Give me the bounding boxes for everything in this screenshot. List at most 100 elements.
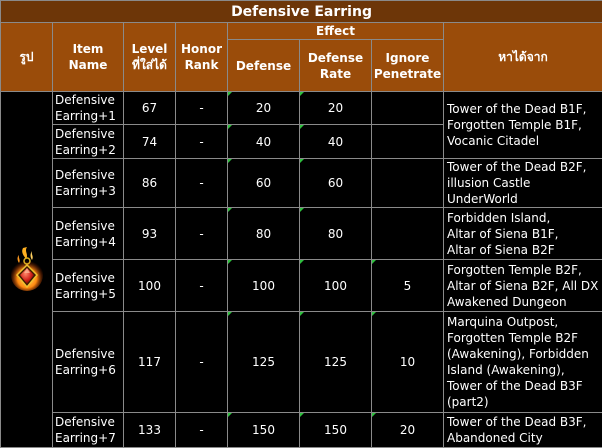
defense-rate-cell: 100 <box>300 260 372 312</box>
where-line: Forbidden Island, <box>447 210 602 226</box>
item-name-3: Defensive Earring+3 <box>53 159 124 208</box>
level-cell: 100 <box>124 260 176 312</box>
level-cell: 93 <box>124 208 176 260</box>
ignore-penetrate-cell <box>372 208 444 260</box>
item-name-1: Defensive Earring+1 <box>53 92 124 125</box>
item-name-2: Defensive Earring+2 <box>53 125 124 159</box>
where-line: Altar of Siena B2F, All DX <box>447 278 602 294</box>
where-line: Awakened Dungeon <box>447 294 602 310</box>
where-line: Altar of Siena B2F <box>447 242 602 258</box>
item-name-line1: Defensive <box>55 414 123 430</box>
where-line: Forgotten Temple B2F, <box>447 262 602 278</box>
header-honor-rank: Honor Rank <box>176 23 228 92</box>
where-line: (part2) <box>447 394 602 410</box>
level-cell: 67 <box>124 92 176 125</box>
ignore-penetrate-cell: 20 <box>372 413 444 448</box>
item-name-line2: Earring+1 <box>55 108 123 124</box>
fire-earring-icon <box>10 243 44 293</box>
level-cell: 74 <box>124 125 176 159</box>
ignore-penetrate-cell <box>372 159 444 208</box>
defense-cell: 40 <box>228 125 300 159</box>
level-cell: 133 <box>124 413 176 448</box>
header-ignore-penetrate: Ignore Penetrate <box>372 40 444 92</box>
item-name-line1: Defensive <box>55 167 123 183</box>
defense-rate-cell: 40 <box>300 125 372 159</box>
honor-rank-cell: - <box>176 208 228 260</box>
where-line: Marquina Outpost, <box>447 314 602 330</box>
ignore-penetrate-cell: 10 <box>372 312 444 413</box>
item-name-line1: Defensive <box>55 92 123 108</box>
header-ignore-penetrate-text: Ignore Penetrate <box>373 50 443 82</box>
header-honor-rank-text: Honor Rank <box>180 41 224 73</box>
item-name-line1: Defensive <box>55 346 123 362</box>
header-effect: Effect <box>228 23 444 40</box>
where-line: Altar of Siena B1F, <box>447 226 602 242</box>
defense-rate-cell: 20 <box>300 92 372 125</box>
item-name-line1: Defensive <box>55 270 123 286</box>
defense-cell: 80 <box>228 208 300 260</box>
where-line: (Awakening), Forbidden <box>447 346 602 362</box>
defense-rate-cell: 125 <box>300 312 372 413</box>
where-line: Island (Awakening), <box>447 362 602 378</box>
item-name-line2: Earring+3 <box>55 183 123 199</box>
where-cell-1: Tower of the Dead B1F, Forgotten Temple … <box>444 92 602 159</box>
ignore-penetrate-cell <box>372 125 444 159</box>
where-line: Forgotten Temple B1F, <box>447 117 602 133</box>
defense-cell: 125 <box>228 312 300 413</box>
ignore-penetrate-cell: 5 <box>372 260 444 312</box>
item-name-line2: Earring+6 <box>55 362 123 378</box>
ignore-penetrate-cell <box>372 92 444 125</box>
where-line: Forgotten Temple B2F <box>447 330 602 346</box>
honor-rank-cell: - <box>176 125 228 159</box>
defense-cell: 100 <box>228 260 300 312</box>
header-item-name: Item Name <box>53 23 124 92</box>
where-cell-3: Tower of the Dead B2F, illusion Castle U… <box>444 159 602 208</box>
defense-cell: 150 <box>228 413 300 448</box>
level-cell: 86 <box>124 159 176 208</box>
where-line: Tower of the Dead B3F <box>447 378 602 394</box>
defense-rate-cell: 80 <box>300 208 372 260</box>
item-name-7: Defensive Earring+7 <box>53 413 124 448</box>
level-cell: 117 <box>124 312 176 413</box>
header-defense-rate: Defense Rate <box>300 40 372 92</box>
table-title: Defensive Earring <box>1 1 602 23</box>
item-name-4: Defensive Earring+4 <box>53 208 124 260</box>
where-cell-5: Forgotten Temple B2F, Altar of Siena B2F… <box>444 260 602 312</box>
where-cell-4: Forbidden Island, Altar of Siena B1F, Al… <box>444 208 602 260</box>
defense-cell: 20 <box>228 92 300 125</box>
header-item-name-text: Item Name <box>65 41 111 73</box>
where-line: Tower of the Dead B3F, <box>447 414 602 430</box>
item-name-line2: Earring+4 <box>55 234 123 250</box>
where-line: Vocanic Citadel <box>447 133 602 149</box>
item-name-line1: Defensive <box>55 218 123 234</box>
where-line: Tower of the Dead B2F, <box>447 159 602 175</box>
honor-rank-cell: - <box>176 260 228 312</box>
where-line: Tower of the Dead B1F, <box>447 101 602 117</box>
where-cell-6: Marquina Outpost, Forgotten Temple B2F (… <box>444 312 602 413</box>
header-defense-rate-text: Defense Rate <box>306 50 366 82</box>
header-defense: Defense <box>228 40 300 92</box>
honor-rank-cell: - <box>176 413 228 448</box>
defense-rate-cell: 150 <box>300 413 372 448</box>
item-name-6: Defensive Earring+6 <box>53 312 124 413</box>
honor-rank-cell: - <box>176 312 228 413</box>
honor-rank-cell: - <box>176 159 228 208</box>
where-line: illusion Castle UnderWorld <box>447 175 602 207</box>
header-where: หาได้จาก <box>444 23 602 92</box>
honor-rank-cell: - <box>176 92 228 125</box>
header-level-text: Level ที่ใส่ได้ <box>128 41 172 73</box>
item-icon-cell <box>1 92 53 448</box>
header-level: Level ที่ใส่ได้ <box>124 23 176 92</box>
item-name-5: Defensive Earring+5 <box>53 260 124 312</box>
defense-cell: 60 <box>228 159 300 208</box>
item-name-line2: Earring+7 <box>55 430 123 446</box>
item-name-line1: Defensive <box>55 126 123 142</box>
defense-rate-cell: 60 <box>300 159 372 208</box>
item-name-line2: Earring+5 <box>55 286 123 302</box>
where-line: Abandoned City <box>447 430 602 446</box>
item-name-line2: Earring+2 <box>55 142 123 158</box>
header-image: รูป <box>1 23 53 92</box>
where-cell-7: Tower of the Dead B3F, Abandoned City <box>444 413 602 448</box>
